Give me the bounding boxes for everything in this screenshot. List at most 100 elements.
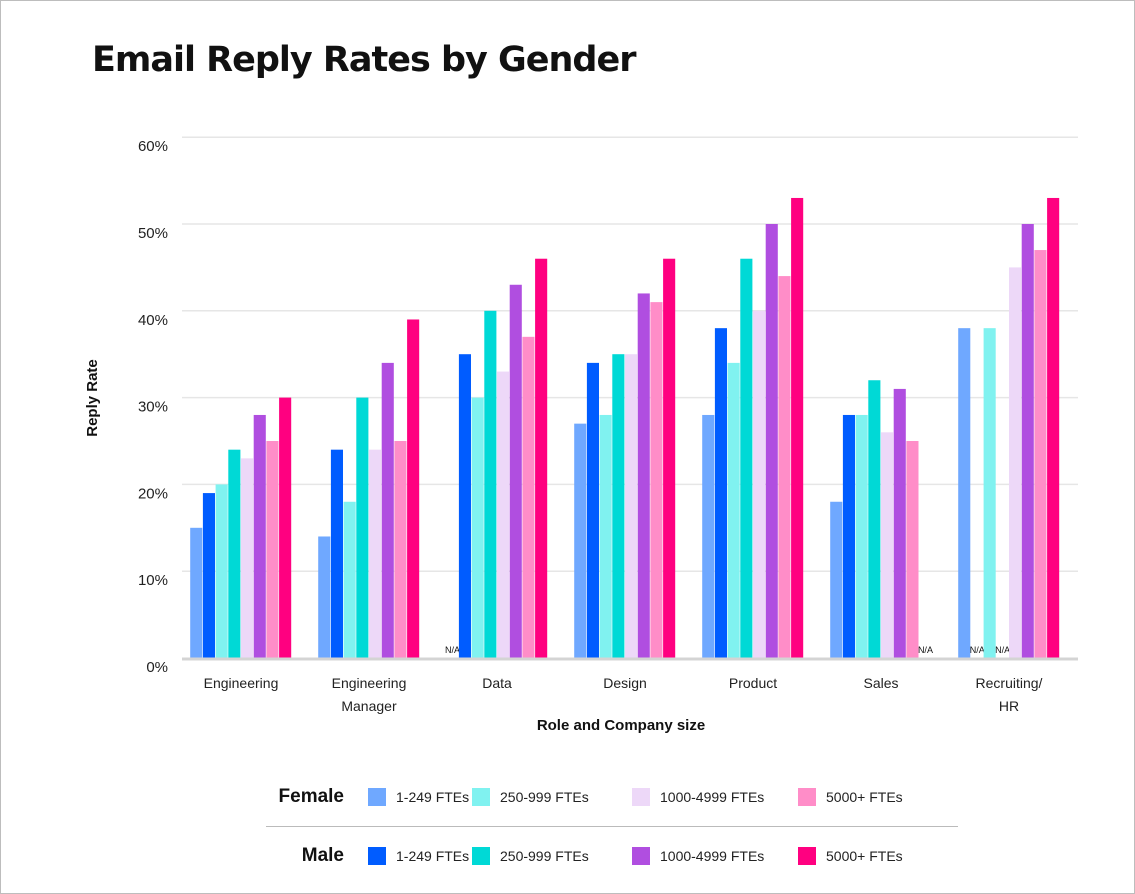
bar: [253, 414, 266, 658]
legend-item-label: 1000-4999 FTEs: [660, 789, 765, 805]
na-label: N/A: [445, 645, 460, 655]
bar: [714, 328, 727, 658]
legend-item: 5000+ FTEs: [798, 788, 918, 806]
y-tick-label: 0%: [146, 659, 168, 676]
legend-item: 1-249 FTEs: [368, 788, 472, 806]
bar: [1034, 250, 1047, 659]
legend-swatch: [632, 788, 650, 806]
legend-item: 5000+ FTEs: [798, 847, 918, 865]
x-tick-label: Manager: [341, 698, 397, 714]
bar: [881, 432, 894, 658]
legend-divider: [266, 826, 958, 827]
bar-chart: 0% 10% 20% 30% 40% 50% 60% Engineering Engineeri…: [84, 136, 1078, 734]
bar: [509, 284, 522, 658]
na-label: N/A: [970, 645, 985, 655]
bar: [190, 527, 203, 658]
x-tick-label: Data: [482, 675, 512, 691]
x-tick-label: Engineering: [332, 675, 407, 691]
bar: [663, 258, 676, 658]
legend-swatch: [472, 847, 490, 865]
bar: [830, 501, 843, 658]
bar: [241, 458, 254, 658]
bar: [958, 328, 971, 658]
legend-item-label: 5000+ FTEs: [826, 848, 903, 864]
bar: [458, 354, 471, 658]
legend-item: 250-999 FTEs: [472, 847, 632, 865]
bar: [906, 441, 919, 658]
bar: [522, 336, 535, 658]
bar: [727, 362, 740, 658]
legend-swatch: [798, 847, 816, 865]
bar: [1047, 197, 1060, 658]
x-tick-label: Engineering: [204, 675, 279, 691]
x-tick-label: Recruiting/: [976, 675, 1043, 691]
bar: [612, 354, 625, 658]
legend-item: 1000-4999 FTEs: [632, 847, 798, 865]
bar: [202, 493, 215, 658]
legend-swatch: [368, 847, 386, 865]
bar: [586, 362, 599, 658]
bar: [983, 328, 996, 658]
bar: [650, 302, 663, 658]
bar: [497, 371, 510, 658]
y-tick-label: 60%: [138, 138, 168, 155]
x-tick-label: Sales: [863, 675, 898, 691]
bar: [753, 310, 766, 658]
bar: [318, 536, 331, 658]
bar: [842, 414, 855, 658]
legend-item-label: 250-999 FTEs: [500, 789, 589, 805]
y-tick-label: 50%: [138, 225, 168, 242]
legend-item: 250-999 FTEs: [472, 788, 632, 806]
legend-item-label: 5000+ FTEs: [826, 789, 903, 805]
bar: [356, 397, 369, 658]
legend-swatch: [472, 788, 490, 806]
y-tick-label: 40%: [138, 312, 168, 329]
bar: [702, 414, 715, 658]
bar: [868, 380, 881, 658]
legend-swatch: [632, 847, 650, 865]
y-tick-label: 30%: [138, 399, 168, 416]
legend-item: 1-249 FTEs: [368, 847, 472, 865]
legend-male-label: Male: [301, 845, 344, 866]
y-axis-label: Reply Rate: [84, 359, 101, 437]
legend-item: 1000-4999 FTEs: [632, 788, 798, 806]
legend-swatch: [798, 788, 816, 806]
bar: [266, 441, 279, 658]
legend-row-female: Female 1-249 FTEs 250-999 FTEs 1000-4999 F…: [266, 776, 958, 818]
legend-item-label: 1-249 FTEs: [396, 848, 470, 864]
legend: Female 1-249 FTEs 250-999 FTEs 1000-4999 F…: [266, 776, 958, 877]
bar: [381, 362, 394, 658]
x-tick-label: Design: [603, 675, 647, 691]
na-label: N/A: [995, 645, 1010, 655]
x-axis-label: Role and Company size: [537, 717, 705, 734]
bar: [855, 414, 868, 658]
legend-item-label: 1-249 FTEs: [396, 789, 470, 805]
bar: [625, 354, 638, 658]
bar: [228, 449, 241, 658]
legend-swatch: [368, 788, 386, 806]
bar: [791, 197, 804, 658]
bar: [394, 441, 407, 658]
bar: [637, 293, 650, 658]
bar: [215, 484, 228, 658]
legend-female-label: Female: [278, 786, 344, 807]
bar: [778, 276, 791, 658]
bar: [484, 310, 497, 658]
bar: [1021, 224, 1034, 658]
x-tick-label: HR: [999, 698, 1019, 714]
bar: [369, 449, 382, 658]
bar: [740, 258, 753, 658]
bar: [1009, 267, 1022, 658]
bar: [765, 224, 778, 658]
chart-title: Email Reply Rates by Gender: [92, 40, 636, 80]
y-tick-label: 20%: [138, 485, 168, 502]
bar: [407, 319, 420, 658]
bar: [599, 414, 612, 658]
legend-row-male: Male 1-249 FTEs 250-999 FTEs 1000-4999 FTE…: [266, 835, 958, 877]
bar: [279, 397, 292, 658]
bar: [330, 449, 343, 658]
bar: [343, 501, 356, 658]
na-label: N/A: [918, 645, 933, 655]
bar: [574, 423, 587, 658]
legend-item-label: 1000-4999 FTEs: [660, 848, 765, 864]
